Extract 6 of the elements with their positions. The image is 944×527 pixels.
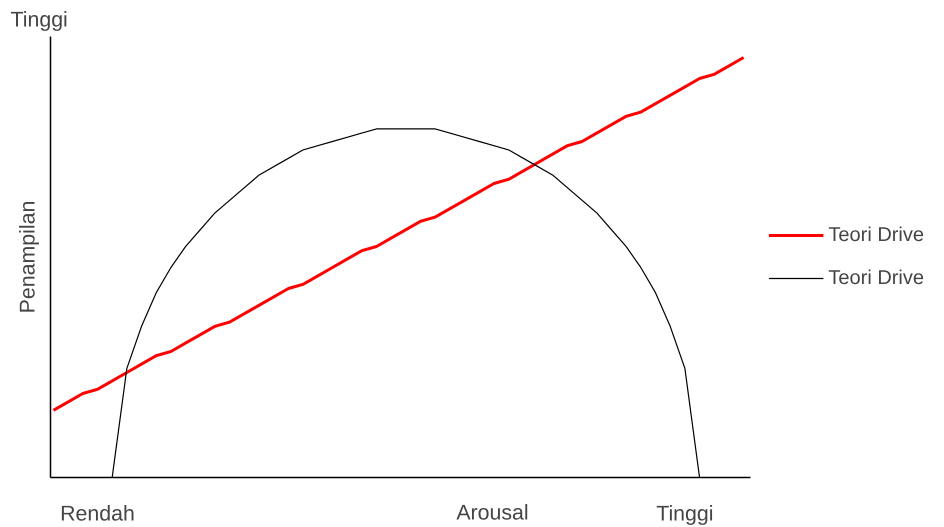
x-tick-label: Rendah: [60, 502, 135, 526]
x-axis-title: Arousal: [456, 500, 529, 524]
y-axis-title: Penampilan: [16, 200, 40, 314]
text: Tinggi: [10, 8, 68, 32]
legend-label: Teori Drive: [828, 224, 924, 246]
legend-label: Teori Drive: [828, 266, 924, 290]
